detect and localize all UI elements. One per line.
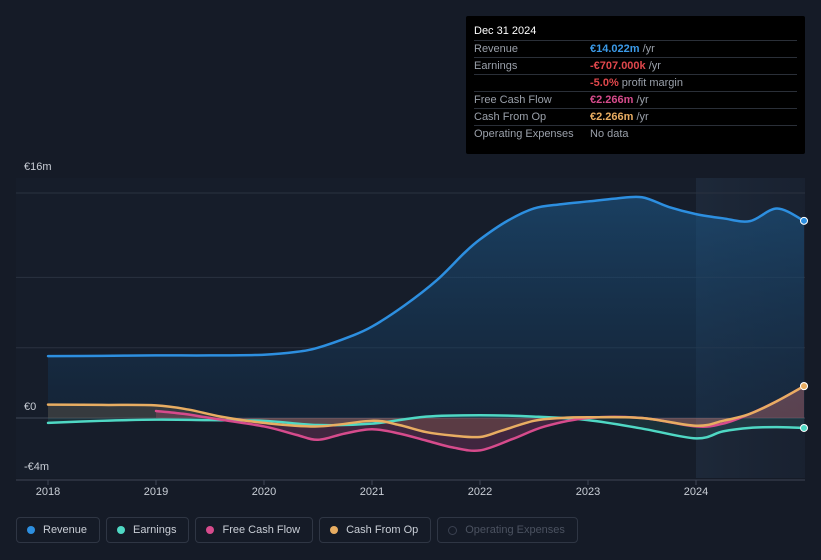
tooltip: Dec 31 2024 Revenue €14.022m /yr Earnings -… — [466, 16, 805, 154]
tooltip-row-label: Cash From Op — [474, 111, 547, 123]
tooltip-row-value: -€707.000k /yr — [590, 60, 661, 72]
legend-item-earnings[interactable]: Earnings — [106, 517, 190, 543]
free-cash-flow-area — [156, 386, 804, 451]
y-axis-label: €16m — [24, 161, 52, 173]
earnings-line — [46, 413, 806, 440]
legend-label: Operating Expenses — [465, 524, 565, 536]
x-tick-label: 2019 — [144, 486, 168, 498]
tooltip-row-label: Earnings — [474, 60, 518, 72]
x-tick-label: 2023 — [576, 486, 600, 498]
tooltip-row-label: Revenue — [474, 43, 519, 55]
tooltip-row-label: Free Cash Flow — [474, 94, 552, 106]
x-tick-label: 2021 — [360, 486, 384, 498]
tooltip-row: Earnings -€707.000k /yr — [474, 57, 797, 75]
legend-dot-icon — [330, 526, 339, 534]
revenue-area — [48, 196, 804, 418]
y-axis-label: -€4m — [24, 461, 49, 473]
tooltip-row-value: €14.022m /yr — [590, 43, 655, 55]
cash-from-op-end-point — [800, 382, 808, 391]
x-tick-label: 2022 — [468, 486, 492, 498]
legend-dot-icon — [448, 525, 458, 535]
legend-dot-icon — [206, 526, 215, 534]
legend-dot-icon — [27, 526, 35, 534]
tooltip-row-value: No data — [590, 128, 629, 140]
free-cash-flow-line — [154, 384, 806, 452]
tooltip-row-value: €2.266m /yr — [590, 94, 649, 106]
x-tick-label: 2020 — [252, 486, 276, 498]
legend-item-cash-from-op[interactable]: Cash From Op — [319, 517, 432, 543]
tooltip-row: -5.0% profit margin — [474, 74, 797, 92]
legend-label: Cash From Op — [346, 524, 419, 536]
x-tick-label: 2024 — [684, 486, 708, 498]
legend: Revenue Earnings Free Cash Flow Cash From O… — [16, 517, 578, 545]
legend-dot-icon — [117, 526, 126, 534]
legend-item-operating-expenses[interactable]: Operating Expenses — [437, 517, 578, 543]
cash-from-op-line — [46, 384, 806, 439]
y-axis-label: €0 — [24, 401, 36, 413]
earnings-end-point — [800, 423, 808, 432]
tooltip-row: Cash From Op €2.266m /yr — [474, 108, 797, 126]
cash-from-op-area — [48, 386, 804, 438]
tooltip-row: Operating Expenses No data — [474, 125, 797, 143]
legend-label: Revenue — [43, 524, 88, 536]
legend-label: Free Cash Flow — [222, 524, 301, 536]
tooltip-row-label: Operating Expenses — [474, 128, 574, 140]
tooltip-row-value: €2.266m /yr — [590, 111, 649, 123]
legend-item-revenue[interactable]: Revenue — [16, 517, 101, 543]
tooltip-row-value: -5.0% profit margin — [590, 77, 683, 89]
tooltip-row: Free Cash Flow €2.266m /yr — [474, 91, 797, 109]
tooltip-date: Dec 31 2024 — [474, 25, 537, 37]
earnings-area — [48, 415, 804, 439]
legend-item-free-cash-flow[interactable]: Free Cash Flow — [195, 517, 314, 543]
tooltip-row: Revenue €14.022m /yr — [474, 40, 797, 58]
revenue-end-point — [800, 216, 808, 225]
legend-label: Earnings — [133, 524, 177, 536]
revenue-line — [46, 195, 806, 358]
x-tick-label: 2018 — [36, 486, 60, 498]
